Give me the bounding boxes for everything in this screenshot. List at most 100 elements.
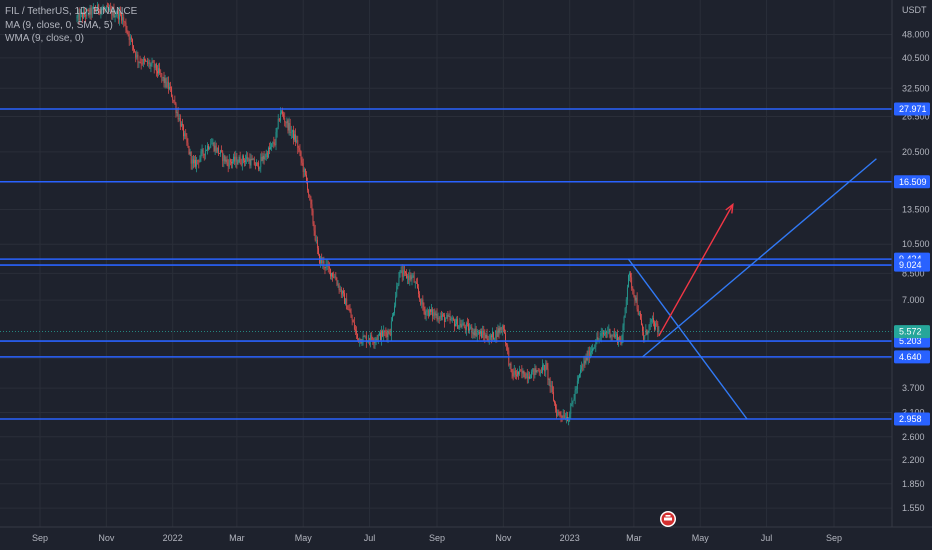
candle [125,18,127,33]
candle [424,306,426,320]
candle [100,8,102,19]
candle [626,284,628,305]
candle [335,271,337,281]
candlestick-series [76,1,660,426]
candle [111,5,113,20]
last-price-label: 5.572 [899,327,922,337]
candle [142,57,144,68]
candle [426,307,428,316]
y-tick-label: 26.500 [902,111,930,121]
candle [647,330,649,341]
candle [171,86,172,98]
candle [199,155,201,163]
candle [548,378,550,386]
candle [227,159,229,173]
candle [213,142,215,153]
candle [557,409,559,417]
candle [359,337,361,347]
candle [456,316,457,327]
candle [261,151,263,162]
candle [556,404,558,419]
candle [175,102,177,118]
candle [656,319,658,327]
candle [150,62,152,73]
candle [158,63,159,77]
candle [613,328,615,339]
candle [594,344,596,350]
candle [658,326,660,337]
candle [303,167,305,177]
candle [488,334,490,345]
candle [266,150,268,160]
candle [207,142,208,155]
candle [638,311,640,317]
candle [287,118,289,134]
y-tick-label: 3.700 [902,383,925,393]
candle [357,333,358,342]
candle [454,318,455,332]
candle [506,342,507,351]
candle [179,114,181,131]
candle [631,272,633,291]
candle [195,154,196,169]
candle [578,375,579,384]
candle [451,315,453,323]
candle [331,272,332,280]
candle [492,327,493,341]
candle [524,372,526,380]
candle [210,138,212,149]
x-tick-label: Sep [32,533,48,543]
candle [403,265,405,277]
candle [268,146,269,159]
candle [198,159,200,169]
candle [254,162,256,170]
candle [84,7,85,18]
candle [496,326,498,343]
candle [364,335,366,339]
y-tick-label: 32.500 [902,83,930,93]
candle [435,310,437,319]
candle [427,309,429,319]
candle [148,58,150,68]
candle [551,381,553,395]
candle [236,153,238,169]
candle [215,142,217,154]
candle [486,328,488,341]
candle [534,364,536,379]
candle [352,319,354,323]
candle [349,303,351,313]
candle [566,411,567,424]
candle [649,317,651,330]
candle [437,312,439,323]
candle [300,150,302,166]
candle [433,309,435,320]
candle [497,324,499,337]
candle [461,319,463,330]
level-price-label: 4.640 [899,352,922,362]
candle [328,262,330,275]
candle [474,323,476,339]
candle [637,305,639,316]
candle [153,60,155,74]
level-price-label: 9.024 [899,260,922,270]
candle [518,371,519,380]
candle [105,5,107,13]
y-tick-label: 1.850 [902,479,925,489]
candle [283,111,285,120]
y-tick-label: 1.550 [902,503,925,513]
y-tick-label: 13.500 [902,205,930,215]
candle [79,8,81,23]
level-price-label: 5.203 [899,336,922,346]
candle [575,386,577,394]
candle [263,150,265,165]
candle [274,139,276,147]
candle [206,149,207,151]
candle [628,274,629,288]
candle [425,309,427,321]
candle [455,318,456,327]
candle [160,69,162,78]
candle [410,272,412,282]
candle [201,144,203,157]
candle [137,51,139,69]
